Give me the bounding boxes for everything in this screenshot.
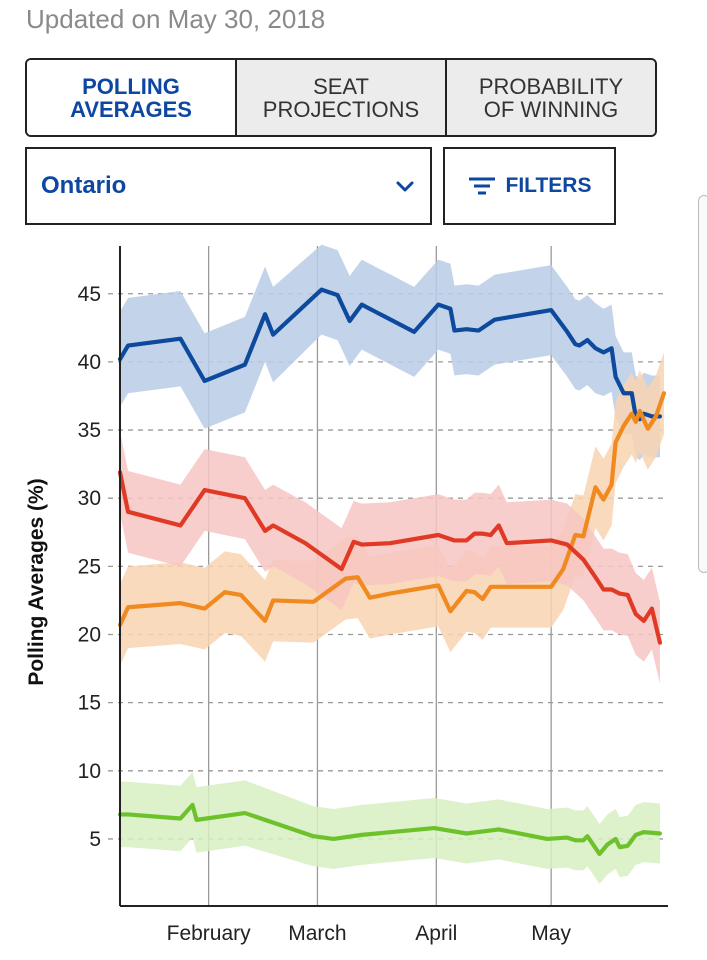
x-tick-label: April: [415, 922, 457, 945]
y-tick-label: 40: [78, 351, 101, 374]
tab-seat-projections[interactable]: SEAT PROJECTIONS: [235, 60, 445, 135]
filters-label: FILTERS: [505, 174, 592, 197]
series-line-green: [117, 802, 663, 857]
series-line-ndp: [117, 391, 667, 628]
y-tick-label: 5: [89, 828, 101, 851]
scrollbar[interactable]: [698, 195, 707, 573]
y-tick-label: 45: [78, 283, 101, 306]
series-line-pc: [117, 287, 663, 422]
y-tick-label: 25: [78, 555, 101, 578]
y-tick-label: 20: [78, 624, 101, 647]
polling-chart: 5 10 15 20 25 30 35 40 45 February March April May Po…: [25, 244, 668, 945]
x-tick-label: May: [531, 922, 571, 945]
y-tick-label: 30: [78, 487, 101, 510]
band-layer: [120, 244, 664, 884]
tab-label: SEAT PROJECTIONS: [262, 73, 420, 122]
confidence-band-green: [120, 772, 660, 884]
y-axis-title: Polling Averages (%): [25, 478, 48, 685]
series-line-liberal: [117, 470, 663, 645]
updated-date: Updated on May 30, 2018: [26, 4, 326, 34]
confidence-band-pc: [120, 244, 660, 461]
y-tick-label: 35: [78, 419, 101, 442]
filter-icon: [468, 177, 495, 195]
tab-polling-averages[interactable]: POLLING AVERAGES: [27, 60, 235, 135]
view-tabs: POLLING AVERAGES SEAT PROJECTIONS PROBAB…: [25, 58, 657, 137]
tab-label: POLLING AVERAGES: [70, 73, 192, 122]
chevron-down-icon: [396, 181, 414, 192]
y-tick-label: 10: [78, 760, 101, 783]
axis-layer: 5 10 15 20 25 30 35 40 45 February March April May Po…: [25, 246, 668, 945]
x-tick-label: March: [288, 922, 346, 945]
region-select[interactable]: Ontario: [25, 147, 432, 225]
line-layer: [117, 287, 667, 857]
region-selected-value: Ontario: [41, 172, 127, 199]
confidence-band-liberal: [120, 431, 660, 684]
filters-button[interactable]: FILTERS: [443, 147, 616, 225]
y-tick-label: 15: [78, 692, 101, 715]
tab-label: PROBABILITY OF WINNING: [478, 73, 624, 122]
tab-probability-of-winning[interactable]: PROBABILITY OF WINNING: [445, 60, 655, 135]
x-tick-label: February: [167, 922, 252, 945]
